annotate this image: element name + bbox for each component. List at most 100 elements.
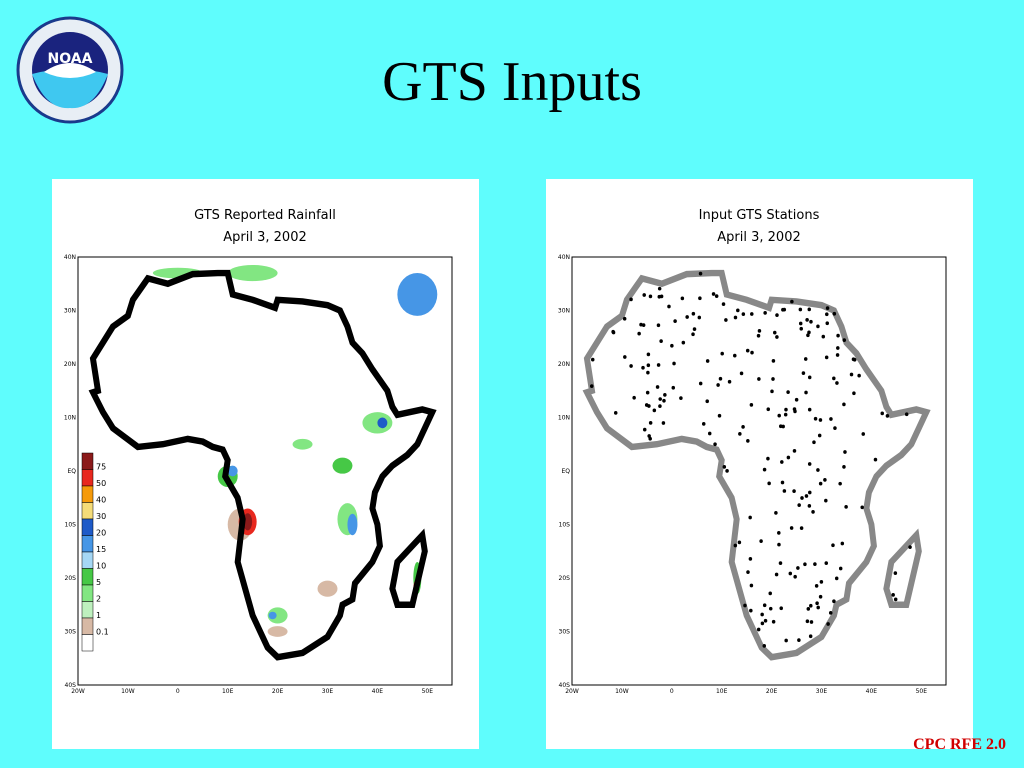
station-dot (801, 371, 806, 376)
station-dot (781, 424, 785, 429)
station-dot (760, 621, 765, 626)
latitude-label: 40N (64, 254, 76, 261)
rain-patch (292, 438, 313, 450)
station-dot (724, 318, 728, 322)
station-dot (691, 311, 696, 316)
station-dot (880, 411, 884, 416)
station-dot (760, 612, 764, 617)
longitude-label: 40E (866, 688, 878, 695)
station-dot (692, 327, 697, 332)
latitude-label: 30S (65, 629, 77, 636)
latitude-label: 20N (558, 361, 570, 368)
station-dot (663, 392, 667, 397)
station-dot (796, 566, 800, 570)
station-dot (656, 363, 661, 367)
station-dot (652, 408, 657, 413)
station-dot (782, 489, 787, 493)
latitude-label: EQ (67, 468, 76, 475)
latitude-label: 20S (559, 575, 571, 582)
station-dot (662, 398, 666, 403)
station-dot (673, 319, 677, 323)
station-dot (655, 385, 660, 389)
station-dot (639, 322, 643, 327)
station-dot (860, 505, 864, 510)
station-dot (713, 442, 717, 447)
latitude-label: 20N (64, 361, 76, 368)
station-dot (807, 407, 812, 412)
station-dot (793, 574, 797, 579)
station-dot (667, 304, 671, 309)
station-dot (808, 634, 813, 639)
station-dot (826, 622, 830, 626)
station-dot (824, 355, 829, 360)
station-dot (648, 294, 653, 299)
station-dot (823, 478, 827, 482)
map-panel: Input GTS Stations April 3, 2002 40N 30N 20N… (546, 179, 973, 749)
rain-patch (347, 513, 358, 536)
station-dot (733, 315, 738, 320)
station-dot (720, 351, 724, 356)
station-dot (777, 542, 781, 547)
station-dot (852, 357, 857, 362)
legend-label: 2 (96, 595, 101, 604)
latitude-label: 30S (559, 629, 571, 636)
station-dot (813, 562, 817, 567)
station-dot (821, 334, 826, 339)
station-dot (784, 407, 788, 412)
panel-title: GTS Reported Rainfall (194, 208, 336, 223)
station-dot (641, 323, 646, 327)
station-dot (824, 561, 829, 566)
station-dot (782, 307, 787, 312)
legend-label: 15 (96, 545, 106, 554)
station-dot (671, 385, 676, 390)
station-dot (807, 504, 812, 508)
longitude-label: 30E (322, 688, 334, 695)
longitude-label: 50E (916, 688, 928, 695)
station-dot (842, 338, 847, 342)
station-dot (629, 297, 633, 302)
station-dot (591, 357, 595, 362)
legend-swatch (81, 551, 94, 569)
station-dot (771, 377, 775, 381)
station-dot (779, 606, 783, 611)
station-dot (852, 391, 856, 396)
station-dot (838, 566, 843, 571)
station-dot (783, 412, 788, 417)
rain-patch (267, 626, 288, 637)
station-dot (777, 530, 781, 535)
station-dot (828, 610, 833, 615)
station-dot (646, 363, 651, 368)
station-dot (893, 571, 898, 575)
station-dot (840, 541, 845, 546)
station-dot (789, 526, 794, 530)
station-dot (746, 570, 750, 575)
station-dot (784, 638, 788, 643)
station-dot (836, 346, 840, 350)
legend-swatch (81, 617, 94, 635)
map-frame (77, 256, 453, 686)
station-dot (611, 329, 615, 334)
station-dot (807, 330, 811, 335)
station-dot (645, 390, 650, 395)
station-dot (739, 371, 744, 376)
longitude-label: 10W (121, 688, 135, 695)
station-dot (685, 315, 689, 319)
rain-patch (267, 607, 288, 624)
station-dot (750, 312, 754, 316)
latitude-label: 20S (65, 575, 77, 582)
station-dot (771, 358, 776, 363)
station-dot (790, 299, 794, 304)
station-dot (757, 377, 761, 381)
station-dot (809, 603, 813, 608)
station-dot (657, 286, 662, 291)
panel-title: Input GTS Stations (699, 208, 820, 223)
legend-swatch (81, 634, 94, 652)
legend-label: 20 (96, 529, 106, 538)
latitude-label: 10N (558, 415, 570, 422)
station-dot (623, 355, 627, 359)
station-dot (680, 296, 685, 301)
station-dot (670, 343, 674, 348)
station-dot (804, 494, 809, 498)
station-dot (763, 618, 768, 623)
